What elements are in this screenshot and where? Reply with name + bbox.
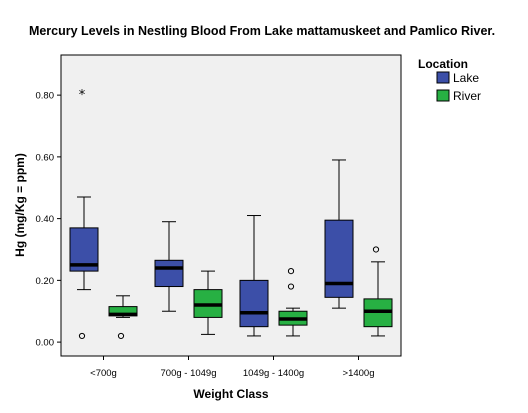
legend-swatch-lake <box>436 71 450 84</box>
y-axis-label: Hg (mg/Kg = ppm) <box>13 153 27 257</box>
y-tick-label: 0.60 <box>36 152 55 163</box>
x-tick-label: >1400g <box>343 368 375 379</box>
x-axis-label: Weight Class <box>193 387 268 401</box>
outlier-circle <box>287 283 295 290</box>
legend: Location Lake River <box>418 57 481 103</box>
x-tick-label: 1049g - 1400g <box>243 368 304 379</box>
box-lake-1: * <box>69 88 99 340</box>
legend-label-lake: Lake <box>453 71 479 85</box>
box-river-4 <box>363 246 393 337</box>
box-lake-2 <box>154 221 184 312</box>
legend-swatch-river <box>436 89 450 102</box>
box-river-1 <box>108 295 138 340</box>
outlier-circle <box>78 332 86 340</box>
y-tick-label: 0.00 <box>36 338 55 349</box>
y-axis: 0.00 0.20 0.40 0.60 0.80 <box>36 91 61 349</box>
y-tick-label: 0.80 <box>36 91 55 102</box>
x-tick-label: <700g <box>90 368 117 379</box>
box-iqr <box>154 259 184 288</box>
box-iqr <box>324 219 354 298</box>
box-river-3 <box>278 268 308 337</box>
plot-area <box>60 54 402 357</box>
legend-title: Location <box>418 57 468 71</box>
box-lake-3 <box>239 215 269 337</box>
y-tick-label: 0.40 <box>36 214 55 225</box>
box-group: * <box>69 88 393 340</box>
outlier-circle <box>287 268 295 275</box>
legend-label-river: River <box>453 89 481 103</box>
box-iqr <box>239 279 269 328</box>
outlier-circle <box>117 332 125 340</box>
box-river-2 <box>193 270 223 335</box>
box-lake-4 <box>324 159 354 309</box>
extreme-outlier-star: * <box>79 88 86 103</box>
x-tick-label: 700g - 1049g <box>161 368 217 379</box>
outlier-circle <box>372 246 380 253</box>
y-tick-label: 0.20 <box>36 276 55 287</box>
chart-title: Mercury Levels in Nestling Blood From La… <box>29 24 495 38</box>
x-axis: <700g 700g - 1049g 1049g - 1400g >1400g <box>90 356 374 379</box>
